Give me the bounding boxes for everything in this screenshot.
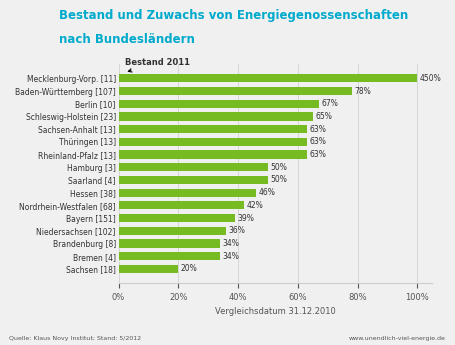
Bar: [119, 87, 352, 95]
Text: 36%: 36%: [228, 226, 245, 235]
Text: 65%: 65%: [315, 112, 332, 121]
Bar: [119, 138, 307, 146]
Text: 50%: 50%: [270, 175, 287, 185]
Text: nach Bundesländern: nach Bundesländern: [59, 33, 195, 46]
Text: 63%: 63%: [309, 137, 326, 146]
Text: Bestand und Zuwachs von Energiegenossenschaften: Bestand und Zuwachs von Energiegenossens…: [59, 9, 409, 22]
Bar: [119, 239, 220, 248]
Bar: [119, 100, 319, 108]
Bar: [119, 150, 307, 159]
Bar: [119, 252, 220, 260]
Text: 450%: 450%: [420, 74, 441, 83]
Bar: [119, 125, 307, 133]
Text: 50%: 50%: [270, 163, 287, 172]
Text: Quelle: Klaus Novy Institut; Stand: 5/2012: Quelle: Klaus Novy Institut; Stand: 5/20…: [9, 336, 141, 341]
Bar: [119, 227, 226, 235]
Bar: [119, 74, 417, 82]
Text: 39%: 39%: [238, 214, 254, 223]
Text: www.unendlich-viel-energie.de: www.unendlich-viel-energie.de: [349, 336, 446, 341]
Text: 63%: 63%: [309, 125, 326, 134]
Text: 63%: 63%: [309, 150, 326, 159]
Text: 46%: 46%: [258, 188, 275, 197]
X-axis label: Vergleichsdatum 31.12.2010: Vergleichsdatum 31.12.2010: [215, 307, 336, 316]
Text: 78%: 78%: [354, 87, 371, 96]
Text: 42%: 42%: [247, 201, 263, 210]
Bar: [119, 188, 256, 197]
Bar: [119, 163, 268, 171]
Text: 20%: 20%: [181, 264, 197, 273]
Text: 34%: 34%: [222, 239, 239, 248]
Bar: [119, 201, 244, 209]
Bar: [119, 214, 235, 222]
Text: Bestand 2011: Bestand 2011: [125, 58, 189, 72]
Text: 67%: 67%: [321, 99, 338, 108]
Bar: [119, 112, 313, 120]
Bar: [119, 265, 178, 273]
Bar: [119, 176, 268, 184]
Text: 34%: 34%: [222, 252, 239, 261]
